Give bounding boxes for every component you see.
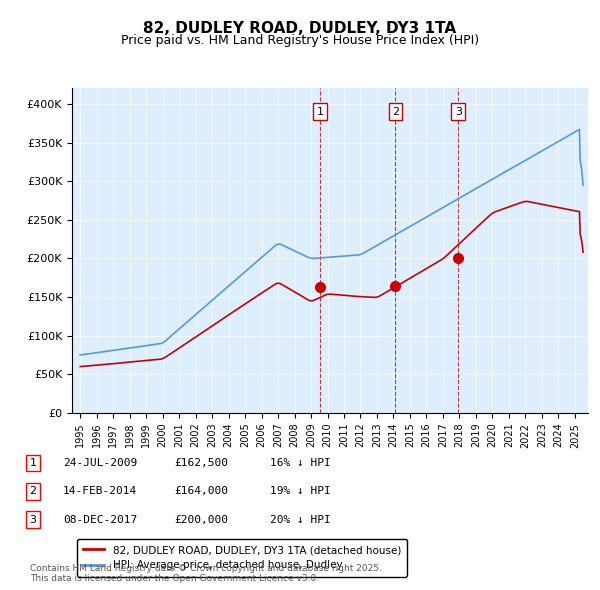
Text: 3: 3 xyxy=(455,107,462,117)
Text: 16% ↓ HPI: 16% ↓ HPI xyxy=(270,458,331,468)
Text: 1: 1 xyxy=(317,107,324,117)
Text: £164,000: £164,000 xyxy=(174,487,228,496)
Text: £200,000: £200,000 xyxy=(174,515,228,525)
Text: 24-JUL-2009: 24-JUL-2009 xyxy=(63,458,137,468)
Legend: 82, DUDLEY ROAD, DUDLEY, DY3 1TA (detached house), HPI: Average price, detached : 82, DUDLEY ROAD, DUDLEY, DY3 1TA (detach… xyxy=(77,539,407,576)
Text: 14-FEB-2014: 14-FEB-2014 xyxy=(63,487,137,496)
Text: 82, DUDLEY ROAD, DUDLEY, DY3 1TA: 82, DUDLEY ROAD, DUDLEY, DY3 1TA xyxy=(143,21,457,35)
Text: 08-DEC-2017: 08-DEC-2017 xyxy=(63,515,137,525)
Text: 19% ↓ HPI: 19% ↓ HPI xyxy=(270,487,331,496)
Text: Price paid vs. HM Land Registry's House Price Index (HPI): Price paid vs. HM Land Registry's House … xyxy=(121,34,479,47)
Text: £162,500: £162,500 xyxy=(174,458,228,468)
Text: 2: 2 xyxy=(29,487,37,496)
Text: Contains HM Land Registry data © Crown copyright and database right 2025.
This d: Contains HM Land Registry data © Crown c… xyxy=(30,563,382,583)
Text: 2: 2 xyxy=(392,107,399,117)
Text: 20% ↓ HPI: 20% ↓ HPI xyxy=(270,515,331,525)
Text: 3: 3 xyxy=(29,515,37,525)
Text: 1: 1 xyxy=(29,458,37,468)
